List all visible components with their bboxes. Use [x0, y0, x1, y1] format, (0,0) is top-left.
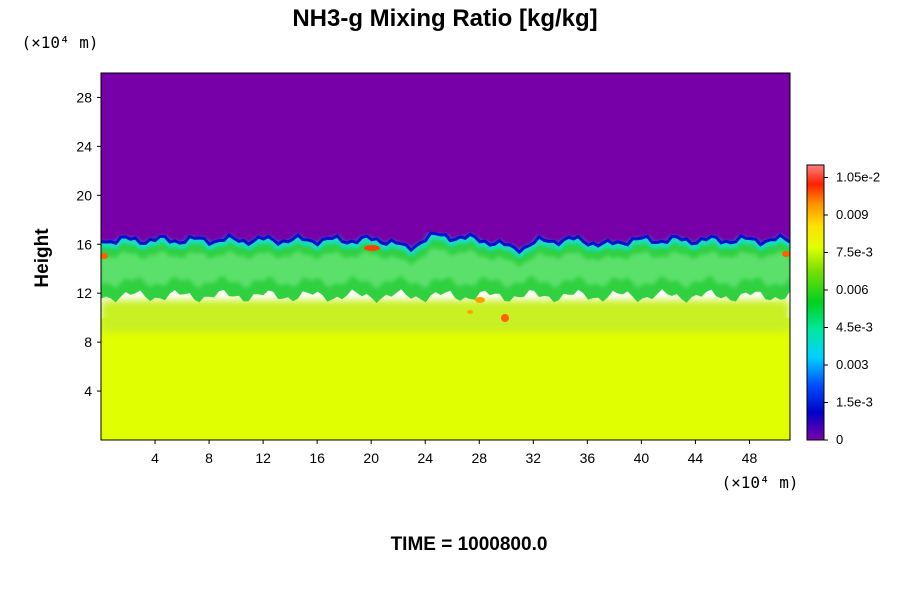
hotspot-mark: [782, 251, 790, 257]
chart-title: NH3-g Mixing Ratio [kg/kg]: [292, 5, 597, 32]
colorbar: [806, 164, 825, 441]
y-unit-label: (×10⁴ m): [21, 33, 98, 52]
y-tick-label: 28: [76, 89, 92, 105]
x-tick-label: 4: [151, 450, 159, 466]
x-unit-label: (×10⁴ m): [721, 473, 798, 492]
x-tick-label: 24: [417, 450, 433, 466]
colorbar-tick-label: 0.006: [836, 282, 869, 297]
field-blue-edge: [101, 231, 790, 255]
x-tick-label: 8: [205, 450, 213, 466]
field-cyan-edge: [101, 233, 790, 259]
hotspot-mark: [475, 297, 485, 303]
hotspot-mark: [501, 314, 509, 322]
heatmap-plot-area: [101, 73, 790, 440]
field-lower-region: [101, 318, 790, 440]
y-tick-label: 8: [84, 334, 92, 350]
time-label: TIME = 1000800.0: [391, 534, 548, 555]
colorbar-tick-label: 1.05e-2: [836, 170, 880, 185]
colorbar-tick-label: 4.5e-3: [836, 320, 873, 335]
y-axis-label: Height: [32, 228, 53, 288]
hotspot-mark: [467, 310, 473, 314]
x-tick-label: 12: [255, 450, 271, 466]
x-tick-label: 40: [634, 450, 650, 466]
x-tick-label: 32: [526, 450, 542, 466]
colorbar-tick-label: 0: [836, 432, 843, 447]
field-mixing-layer-light: [101, 248, 790, 289]
x-tick-label: 28: [471, 450, 487, 466]
colorbar-tick-label: 1.5e-3: [836, 395, 873, 410]
colorbar-tick-label: 0.003: [836, 357, 869, 372]
plot-frame: [100, 72, 791, 441]
y-tick-label: 12: [76, 285, 92, 301]
field-hotspots: [101, 245, 790, 322]
hotspot-mark: [101, 253, 108, 259]
field-transition-band: [101, 300, 790, 332]
y-tick-label: 24: [76, 138, 92, 154]
colorbar-tick-label: 0.009: [836, 207, 869, 222]
y-axis-ticks: 4 8 12 16 20 24 28: [76, 89, 101, 399]
x-tick-label: 44: [688, 450, 704, 466]
y-tick-label: 4: [84, 383, 92, 399]
x-tick-label: 16: [309, 450, 325, 466]
colorbar-ticks: 0 1.5e-3 0.003 4.5e-3 0.006 7.5e-3 0.009 1.05e-…: [824, 170, 880, 447]
x-tick-label: 48: [742, 450, 758, 466]
hotspot-mark: [364, 245, 380, 251]
x-tick-label: 20: [363, 450, 379, 466]
y-tick-label: 16: [76, 236, 92, 252]
y-tick-label: 20: [76, 187, 92, 203]
x-axis-ticks: 4 8 12 16 20 24 28 32 36 40 44 48: [151, 440, 757, 466]
x-tick-label: 36: [580, 450, 596, 466]
colorbar-tick-label: 7.5e-3: [836, 245, 873, 260]
